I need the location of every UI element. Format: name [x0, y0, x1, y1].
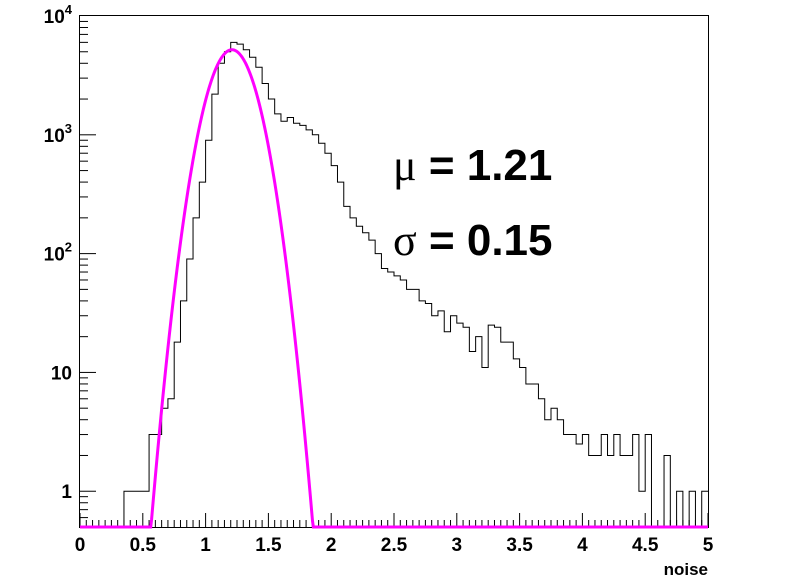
x-tick-label: 0: [75, 535, 86, 556]
y-tick-label: 102: [44, 240, 72, 266]
y-axis: 1 10 102 103 104: [44, 2, 96, 528]
fit-parameter-label: μ = 1.21: [393, 141, 552, 190]
x-axis: 0 0.5 1 1.5 2 2.5 3 3.5 4 4.5 5: [75, 513, 714, 556]
fit-annotations: μ = 1.21 σ = 0.15: [393, 141, 553, 265]
x-tick-label: 1.5: [255, 535, 282, 556]
x-tick-label: 4: [577, 535, 588, 556]
x-tick-label: 4.5: [632, 535, 659, 556]
histogram-series: [80, 41, 708, 528]
fit-parameter-label: σ = 0.15: [393, 216, 553, 265]
x-tick-label: 5: [703, 535, 714, 556]
x-axis-title: noise: [664, 560, 708, 579]
y-tick-label: 1: [61, 482, 72, 503]
x-tick-label: 2.5: [381, 535, 408, 556]
x-tick-label: 2: [326, 535, 337, 556]
x-tick-label: 3: [452, 535, 463, 556]
x-tick-label: 0.5: [130, 535, 157, 556]
x-tick-label: 3.5: [506, 535, 533, 556]
y-tick-label: 104: [44, 2, 73, 28]
y-tick-label: 10: [51, 363, 72, 384]
y-tick-label: 103: [44, 121, 72, 147]
gaussian-fit-curve: [80, 48, 708, 529]
x-tick-label: 1: [200, 535, 211, 556]
